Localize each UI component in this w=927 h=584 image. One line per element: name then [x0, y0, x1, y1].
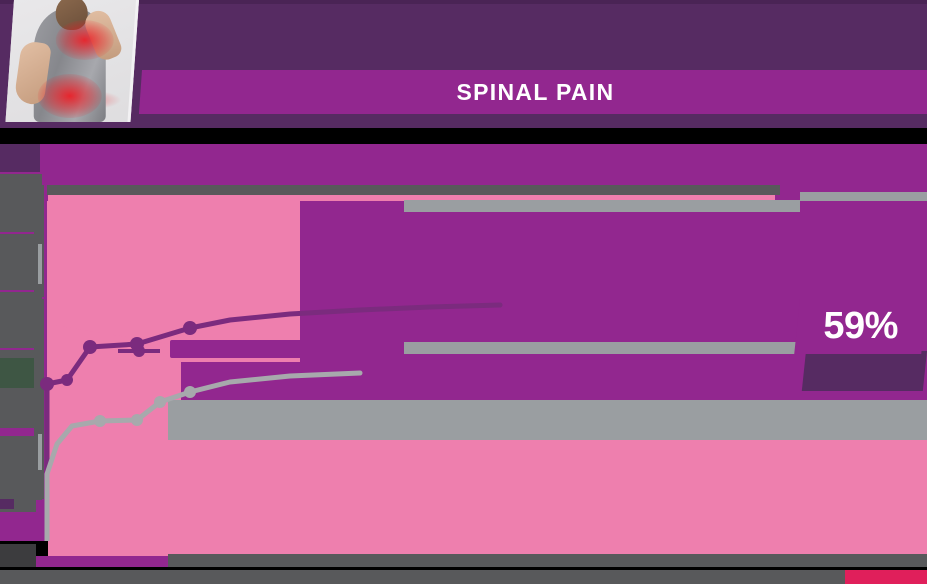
series-secondary-point	[131, 414, 143, 426]
pain-glow-lower-back-icon	[37, 74, 102, 118]
footer-bar	[0, 570, 845, 584]
series-primary-point	[130, 337, 144, 351]
redaction-legend-label-2	[404, 342, 800, 354]
chart-series-layer	[40, 302, 503, 547]
footer-accent-bar	[845, 570, 927, 584]
series-secondary-line	[44, 370, 363, 547]
redaction-band-gray-1	[168, 400, 927, 440]
series-primary-point	[40, 377, 54, 391]
y-axis	[44, 195, 48, 548]
callout-badge: 59%	[794, 299, 927, 354]
redaction-axis-strip-b	[34, 299, 44, 499]
y-axis-tick	[0, 429, 48, 435]
title-banner: SPINAL PAIN	[138, 70, 927, 114]
plot-visible-left-lower	[47, 399, 175, 545]
pain-glow-shoulder-icon	[55, 20, 114, 60]
series-secondary-group	[44, 370, 363, 547]
series-primary-group	[40, 302, 503, 547]
series-secondary-point	[184, 386, 196, 398]
series-primary-point	[83, 340, 97, 354]
series-primary-line	[44, 302, 503, 547]
redaction-axis-strip-c	[38, 434, 42, 470]
redaction-y-label-0	[0, 144, 40, 172]
callout-shadow	[801, 351, 927, 391]
header-separator	[0, 128, 927, 144]
series-secondary-point	[94, 415, 106, 427]
header-top-rule	[0, 0, 927, 4]
hero-photo-inner	[5, 0, 139, 122]
redaction-band-pink-1	[168, 440, 927, 546]
footer-purple-strip	[36, 556, 168, 567]
chart-stage: 59%	[0, 144, 927, 560]
redaction-top-strip	[404, 200, 800, 212]
hero-photo-back-pain	[5, 0, 139, 122]
series-secondary-point	[154, 396, 166, 408]
series-primary-point	[61, 374, 73, 386]
footer-gray-strip	[168, 554, 927, 567]
footer-pink-strip	[48, 541, 927, 556]
page-title: SPINAL PAIN	[456, 78, 615, 105]
footer-dark-box	[0, 544, 36, 567]
callout-value: 59%	[823, 305, 898, 347]
redaction-axis-strip-d	[38, 244, 42, 284]
redaction-y-label-8	[0, 499, 14, 509]
redaction-y-label-6	[0, 358, 36, 388]
series-primary-point	[183, 321, 197, 335]
redaction-axis-strip-a	[34, 185, 44, 297]
footer-gap	[0, 567, 927, 570]
plot-top-rule	[47, 185, 780, 195]
